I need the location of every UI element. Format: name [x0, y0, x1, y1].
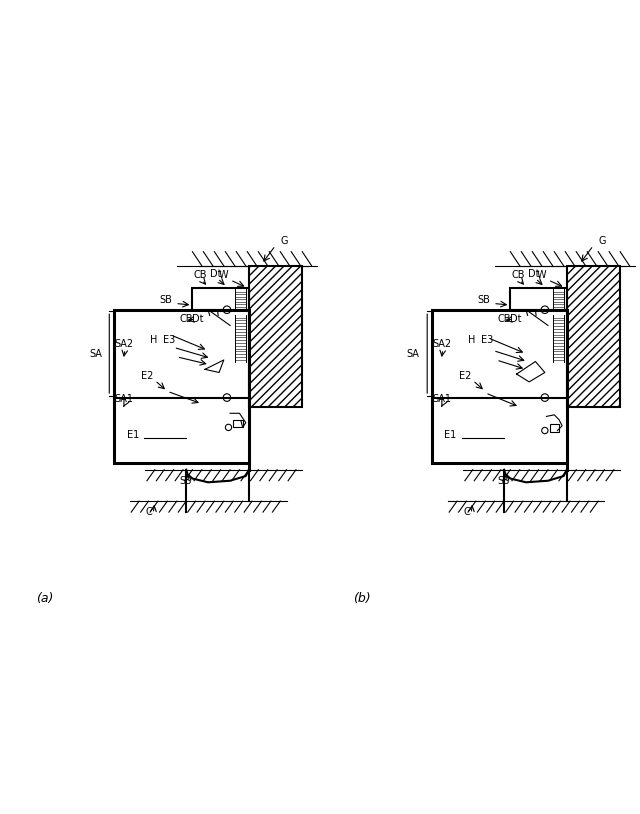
Text: (a): (a): [36, 592, 53, 605]
Text: SA: SA: [407, 348, 420, 359]
Text: SB: SB: [477, 295, 490, 305]
Text: SA1: SA1: [432, 394, 451, 405]
Text: H: H: [150, 335, 157, 344]
Text: E2: E2: [141, 370, 153, 381]
Polygon shape: [567, 266, 620, 407]
Text: SS: SS: [180, 476, 192, 486]
Text: E1: E1: [444, 431, 457, 440]
Text: Dt: Dt: [210, 269, 221, 278]
Text: SA1: SA1: [114, 394, 133, 405]
Text: CB: CB: [180, 314, 193, 324]
Text: Dt: Dt: [510, 314, 522, 324]
Text: SS: SS: [498, 476, 510, 486]
Text: E1: E1: [127, 431, 139, 440]
Text: CB: CB: [512, 270, 525, 280]
Bar: [233, 419, 243, 427]
Text: Dt: Dt: [193, 314, 204, 324]
Text: W: W: [537, 270, 547, 280]
Text: (b): (b): [353, 592, 371, 605]
Text: SB: SB: [159, 295, 172, 305]
Text: SA: SA: [89, 348, 102, 359]
Text: H: H: [468, 335, 476, 344]
Text: G: G: [280, 236, 288, 246]
Text: E2: E2: [459, 370, 471, 381]
Polygon shape: [249, 266, 302, 407]
Text: W: W: [219, 270, 228, 280]
Text: SA2: SA2: [432, 339, 451, 349]
Text: SA2: SA2: [114, 339, 133, 349]
Text: Dt: Dt: [527, 269, 539, 278]
Text: E3: E3: [163, 335, 175, 344]
Text: E3: E3: [481, 335, 493, 344]
Text: CB: CB: [194, 270, 207, 280]
Bar: [550, 424, 559, 432]
Text: CB: CB: [498, 314, 511, 324]
Text: C: C: [463, 507, 470, 517]
Text: G: G: [598, 236, 605, 246]
Text: C: C: [145, 507, 152, 517]
